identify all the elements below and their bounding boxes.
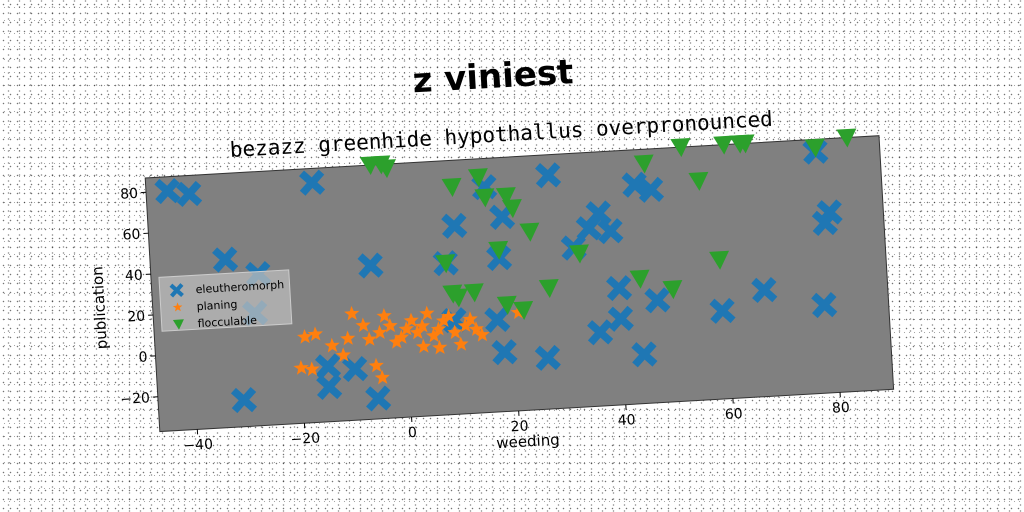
x-tick-label: 60: [724, 406, 743, 423]
legend-label: planing: [196, 298, 237, 313]
x-tick-label: −20: [290, 430, 320, 448]
y-tick-label: 80: [120, 186, 139, 203]
y-tick-label: 60: [122, 227, 141, 244]
chart-suptitle: z viniest: [412, 52, 575, 101]
x-axis-label: weeding: [496, 431, 560, 453]
x-tick-label: 0: [408, 425, 418, 441]
y-tick-label: 20: [127, 308, 146, 325]
x-tick-label: −40: [183, 437, 213, 455]
x-tick-label: 40: [617, 412, 636, 429]
x-tick-label: 80: [832, 400, 851, 417]
y-tick-label: 0: [138, 349, 148, 365]
y-tick-label: 40: [125, 268, 144, 285]
y-tick-label: −20: [120, 390, 150, 408]
y-axis-label: publication: [88, 266, 111, 350]
